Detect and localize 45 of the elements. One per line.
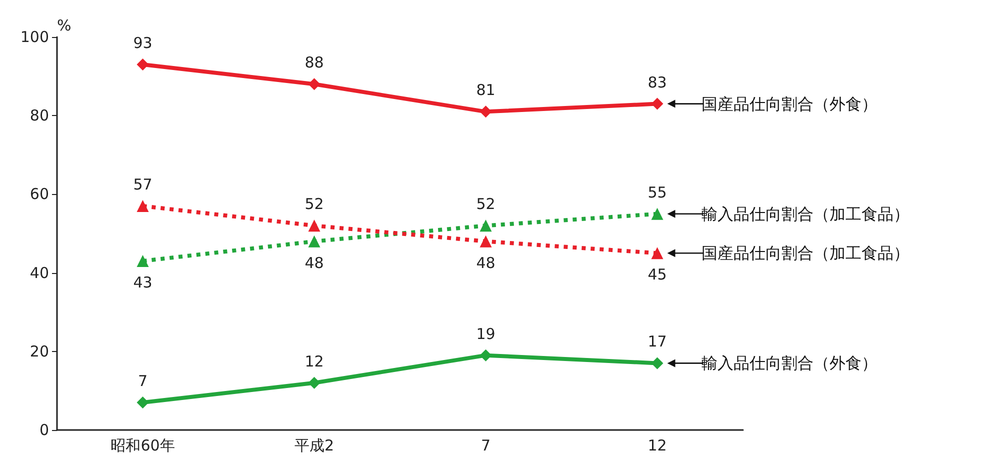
text: 国産品仕向割合（外食）	[701, 94, 878, 114]
point	[651, 247, 664, 260]
y-tick-label: 100	[20, 28, 49, 46]
data-label: 88	[304, 54, 324, 72]
point	[480, 235, 492, 248]
data-label: 52	[476, 195, 496, 214]
point	[136, 58, 149, 71]
data-label: 52	[304, 195, 324, 214]
y-tick-label: 60	[30, 185, 49, 204]
data-label: 48	[304, 254, 324, 272]
point	[136, 255, 149, 268]
point	[651, 208, 664, 220]
x-tick-label: 12	[648, 436, 667, 454]
data-label: 43	[133, 274, 152, 292]
point	[480, 349, 492, 362]
y-tick-label: 80	[30, 106, 49, 125]
point	[308, 376, 320, 389]
data-label: 81	[476, 81, 496, 100]
data-label: 48	[476, 254, 496, 272]
data-label: 19	[476, 324, 496, 343]
point	[308, 78, 320, 90]
data-label: 57	[133, 175, 152, 194]
y-tick-label: 0	[39, 421, 49, 439]
data-label: 83	[648, 73, 667, 92]
text: 輸入品仕向割合（外食）	[701, 354, 878, 373]
data-label: 17	[648, 332, 667, 351]
data-label: 7	[138, 372, 148, 390]
text: 輸入品仕向割合（加工食品）	[701, 204, 910, 224]
data-label: 12	[304, 352, 324, 370]
x-tick-label: 7	[480, 436, 491, 454]
data-label: 45	[648, 266, 667, 284]
point	[136, 396, 149, 408]
data-label: 55	[648, 183, 667, 202]
y-axis-title: %	[57, 16, 72, 34]
y-tick-label: 20	[30, 342, 49, 360]
point	[136, 200, 149, 212]
x-tick-label: 昭和60年	[110, 436, 175, 454]
y-tick-label: 40	[30, 264, 49, 282]
data-label: 93	[133, 34, 152, 52]
point	[308, 235, 320, 248]
point	[480, 220, 492, 232]
point	[480, 106, 492, 118]
x-tick-label: 平成2	[294, 436, 334, 454]
text: 国産品仕向割合（加工食品）	[701, 244, 910, 263]
point	[308, 220, 320, 232]
